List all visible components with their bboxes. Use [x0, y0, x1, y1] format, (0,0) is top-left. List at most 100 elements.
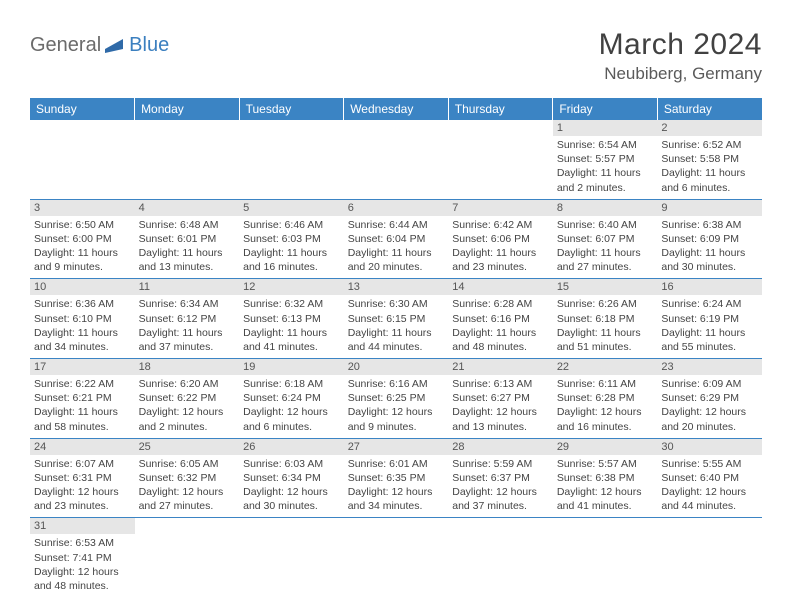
day-details-cell: Sunrise: 6:13 AMSunset: 6:27 PMDaylight:… — [448, 375, 553, 438]
day-details-cell — [448, 136, 553, 199]
day-details-cell: Sunrise: 6:48 AMSunset: 6:01 PMDaylight:… — [135, 216, 240, 279]
day-number-cell — [239, 518, 344, 535]
day-number-cell: 20 — [344, 359, 449, 376]
sunrise: Sunrise: 6:11 AM — [557, 377, 654, 391]
sunset: Sunset: 6:15 PM — [348, 312, 445, 326]
day-header: Wednesday — [344, 98, 449, 120]
day-number-cell: 5 — [239, 199, 344, 216]
day-header: Sunday — [30, 98, 135, 120]
sunset: Sunset: 6:06 PM — [452, 232, 549, 246]
day-number-cell: 29 — [553, 438, 658, 455]
day-number-cell — [135, 120, 240, 136]
sunrise: Sunrise: 6:40 AM — [557, 218, 654, 232]
sunrise: Sunrise: 5:55 AM — [661, 457, 758, 471]
sunset: Sunset: 6:18 PM — [557, 312, 654, 326]
day-number-cell: 26 — [239, 438, 344, 455]
sunset: Sunset: 6:09 PM — [661, 232, 758, 246]
daylight: Daylight: 12 hours and 48 minutes. — [34, 565, 131, 593]
details-row: Sunrise: 6:50 AMSunset: 6:00 PMDaylight:… — [30, 216, 762, 279]
day-number-cell: 8 — [553, 199, 658, 216]
day-details-cell: Sunrise: 6:18 AMSunset: 6:24 PMDaylight:… — [239, 375, 344, 438]
sunrise: Sunrise: 6:54 AM — [557, 138, 654, 152]
day-details-cell: Sunrise: 6:54 AMSunset: 5:57 PMDaylight:… — [553, 136, 658, 199]
day-details-cell: Sunrise: 6:03 AMSunset: 6:34 PMDaylight:… — [239, 455, 344, 518]
sunset: Sunset: 6:25 PM — [348, 391, 445, 405]
day-details-cell: Sunrise: 6:22 AMSunset: 6:21 PMDaylight:… — [30, 375, 135, 438]
day-number-cell: 4 — [135, 199, 240, 216]
daylight: Daylight: 11 hours and 51 minutes. — [557, 326, 654, 354]
title-block: March 2024 Neubiberg, Germany — [599, 28, 762, 84]
sunrise: Sunrise: 6:38 AM — [661, 218, 758, 232]
day-number-cell: 16 — [657, 279, 762, 296]
sunset: Sunset: 6:29 PM — [661, 391, 758, 405]
sunset: Sunset: 6:37 PM — [452, 471, 549, 485]
day-details-cell: Sunrise: 6:20 AMSunset: 6:22 PMDaylight:… — [135, 375, 240, 438]
sunrise: Sunrise: 6:50 AM — [34, 218, 131, 232]
day-number-cell: 1 — [553, 120, 658, 136]
day-number-cell — [30, 120, 135, 136]
daynum-row: 10111213141516 — [30, 279, 762, 296]
daylight: Daylight: 11 hours and 16 minutes. — [243, 246, 340, 274]
details-row: Sunrise: 6:22 AMSunset: 6:21 PMDaylight:… — [30, 375, 762, 438]
sunset: Sunset: 6:34 PM — [243, 471, 340, 485]
sunset: Sunset: 6:04 PM — [348, 232, 445, 246]
day-details-cell: Sunrise: 6:28 AMSunset: 6:16 PMDaylight:… — [448, 295, 553, 358]
sunrise: Sunrise: 6:03 AM — [243, 457, 340, 471]
daylight: Daylight: 11 hours and 9 minutes. — [34, 246, 131, 274]
sunset: Sunset: 6:12 PM — [139, 312, 236, 326]
sunset: Sunset: 6:07 PM — [557, 232, 654, 246]
day-details-cell: Sunrise: 6:05 AMSunset: 6:32 PMDaylight:… — [135, 455, 240, 518]
day-details-cell: Sunrise: 6:50 AMSunset: 6:00 PMDaylight:… — [30, 216, 135, 279]
sunrise: Sunrise: 6:13 AM — [452, 377, 549, 391]
day-number-cell: 24 — [30, 438, 135, 455]
sunrise: Sunrise: 6:32 AM — [243, 297, 340, 311]
day-details-cell: Sunrise: 6:16 AMSunset: 6:25 PMDaylight:… — [344, 375, 449, 438]
daylight: Daylight: 11 hours and 34 minutes. — [34, 326, 131, 354]
day-details-cell: Sunrise: 6:09 AMSunset: 6:29 PMDaylight:… — [657, 375, 762, 438]
day-details-cell — [344, 534, 449, 597]
header: General Blue March 2024 Neubiberg, Germa… — [30, 28, 762, 84]
day-details-cell — [135, 136, 240, 199]
day-details-cell — [239, 136, 344, 199]
day-number-cell: 14 — [448, 279, 553, 296]
sunset: Sunset: 6:21 PM — [34, 391, 131, 405]
day-details-cell: Sunrise: 6:42 AMSunset: 6:06 PMDaylight:… — [448, 216, 553, 279]
day-number-cell — [239, 120, 344, 136]
day-details-cell: Sunrise: 6:11 AMSunset: 6:28 PMDaylight:… — [553, 375, 658, 438]
day-details-cell — [553, 534, 658, 597]
daylight: Daylight: 12 hours and 6 minutes. — [243, 405, 340, 433]
day-header: Monday — [135, 98, 240, 120]
day-details-cell: Sunrise: 6:01 AMSunset: 6:35 PMDaylight:… — [344, 455, 449, 518]
sunset: Sunset: 5:57 PM — [557, 152, 654, 166]
day-details-cell — [344, 136, 449, 199]
daylight: Daylight: 11 hours and 55 minutes. — [661, 326, 758, 354]
day-number-cell: 12 — [239, 279, 344, 296]
daylight: Daylight: 11 hours and 44 minutes. — [348, 326, 445, 354]
daynum-row: 17181920212223 — [30, 359, 762, 376]
day-details-cell: Sunrise: 6:52 AMSunset: 5:58 PMDaylight:… — [657, 136, 762, 199]
sunrise: Sunrise: 5:57 AM — [557, 457, 654, 471]
sunrise: Sunrise: 5:59 AM — [452, 457, 549, 471]
location: Neubiberg, Germany — [599, 64, 762, 84]
brand-part2: Blue — [129, 34, 169, 57]
daylight: Daylight: 12 hours and 41 minutes. — [557, 485, 654, 513]
daylight: Daylight: 11 hours and 23 minutes. — [452, 246, 549, 274]
day-number-cell: 13 — [344, 279, 449, 296]
daylight: Daylight: 11 hours and 2 minutes. — [557, 166, 654, 194]
day-header: Tuesday — [239, 98, 344, 120]
day-number-cell: 11 — [135, 279, 240, 296]
day-details-cell: Sunrise: 6:40 AMSunset: 6:07 PMDaylight:… — [553, 216, 658, 279]
day-details-cell: Sunrise: 6:44 AMSunset: 6:04 PMDaylight:… — [344, 216, 449, 279]
day-details-cell — [657, 534, 762, 597]
day-number-cell — [344, 120, 449, 136]
daylight: Daylight: 12 hours and 37 minutes. — [452, 485, 549, 513]
sunrise: Sunrise: 6:09 AM — [661, 377, 758, 391]
daynum-row: 3456789 — [30, 199, 762, 216]
sunset: Sunset: 6:24 PM — [243, 391, 340, 405]
day-number-cell: 15 — [553, 279, 658, 296]
daylight: Daylight: 12 hours and 16 minutes. — [557, 405, 654, 433]
day-details-cell: Sunrise: 5:55 AMSunset: 6:40 PMDaylight:… — [657, 455, 762, 518]
sunrise: Sunrise: 6:07 AM — [34, 457, 131, 471]
daylight: Daylight: 11 hours and 30 minutes. — [661, 246, 758, 274]
day-details-cell — [239, 534, 344, 597]
